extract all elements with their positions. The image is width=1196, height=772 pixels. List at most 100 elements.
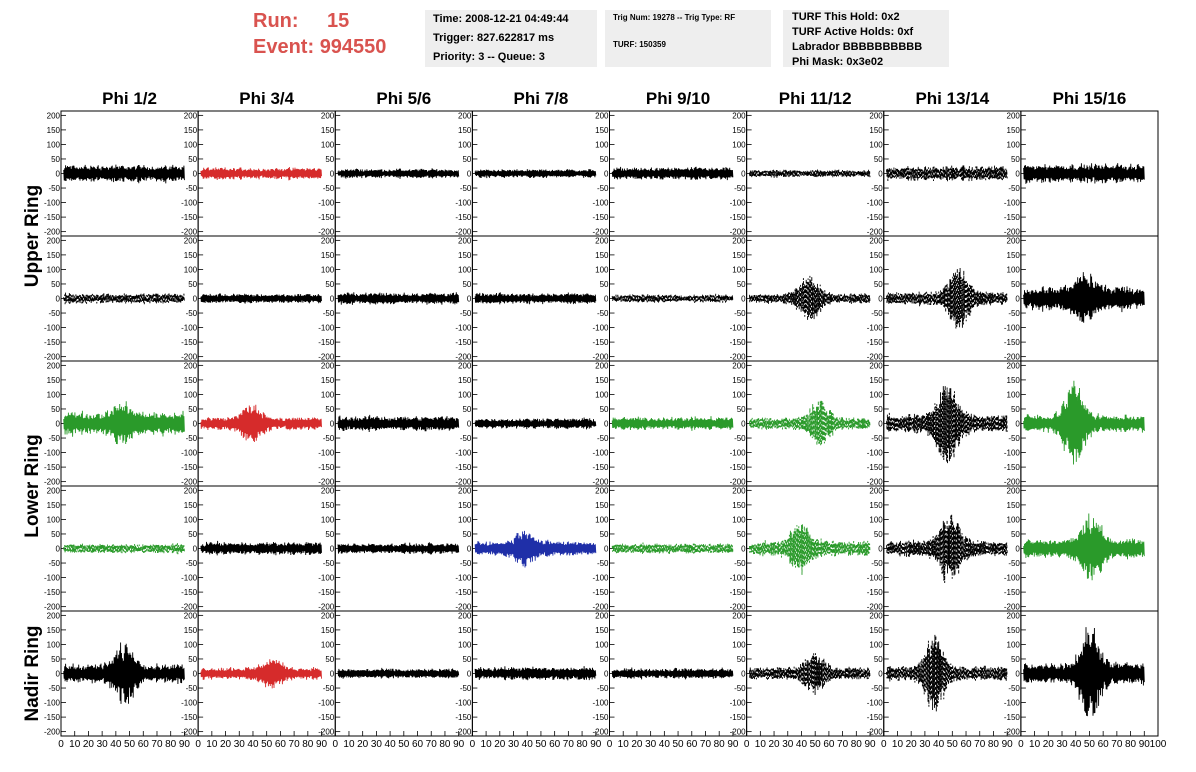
y-tick-label: 50: [737, 280, 746, 289]
y-tick-label: 200: [732, 236, 746, 245]
y-tick-label: 200: [732, 361, 746, 370]
y-tick-label: 0: [878, 670, 883, 679]
waveform-trace-r1-c6: [748, 169, 871, 178]
y-tick-label: 200: [321, 236, 335, 245]
x-tick-label: 60: [686, 739, 698, 750]
y-tick-label: 50: [462, 655, 471, 664]
event-value: 994550: [319, 36, 387, 58]
y-tick-label: 50: [188, 155, 197, 164]
y-tick-label: 100: [47, 140, 61, 149]
y-tick-label: -150: [455, 588, 472, 597]
waveform-trace-r5-c4: [474, 666, 597, 681]
y-tick-label: -50: [871, 559, 883, 568]
x-tick-label: 100: [1150, 739, 1167, 750]
x-tick-label: 0: [332, 739, 338, 750]
y-tick-label: 200: [1007, 236, 1021, 245]
y-tick-label: -100: [592, 699, 609, 708]
y-tick-label: -200: [181, 603, 198, 612]
y-tick-label: -50: [323, 684, 335, 693]
time-info-box: Time: 2008-12-21 04:49:44 Trigger: 827.6…: [425, 10, 597, 67]
y-tick-label: -100: [318, 199, 335, 208]
y-tick-label: 50: [188, 405, 197, 414]
x-tick-label: 20: [220, 739, 232, 750]
y-tick-label: 0: [604, 170, 609, 179]
y-tick-label: 150: [184, 626, 198, 635]
y-tick-label: 0: [1015, 670, 1020, 679]
y-tick-label: 150: [732, 126, 746, 135]
y-tick-label: -100: [44, 574, 61, 583]
y-tick-label: 0: [741, 295, 746, 304]
y-tick-label: -150: [318, 588, 335, 597]
y-tick-label: 50: [1011, 155, 1020, 164]
y-tick-label: -50: [460, 184, 472, 193]
y-tick-label: 100: [184, 390, 198, 399]
y-tick-label: -150: [592, 338, 609, 347]
y-tick-label: 100: [47, 640, 61, 649]
y-tick-label: 200: [321, 611, 335, 620]
y-tick-label: -150: [867, 463, 884, 472]
x-tick-label: 0: [1018, 739, 1024, 750]
waveform-trace-r5-c8: [1023, 627, 1145, 717]
y-tick-label: 0: [467, 295, 472, 304]
x-tick-label: 50: [947, 739, 959, 750]
y-tick-label: -50: [48, 559, 60, 568]
y-tick-label: -100: [867, 574, 884, 583]
x-tick-label: 50: [124, 739, 136, 750]
y-tick-label: -200: [592, 353, 609, 362]
y-tick-label: 100: [595, 140, 609, 149]
y-tick-label: 100: [321, 515, 335, 524]
y-tick-label: -150: [318, 338, 335, 347]
y-tick-label: 150: [458, 376, 472, 385]
y-tick-label: 0: [193, 670, 198, 679]
x-tick-label: 30: [919, 739, 931, 750]
y-tick-label: -50: [186, 309, 198, 318]
x-tick-label: 90: [590, 739, 602, 750]
y-tick-label: 0: [330, 670, 335, 679]
y-tick-label: 100: [1007, 515, 1021, 524]
y-tick-label: 100: [1007, 265, 1021, 274]
y-tick-label: 0: [1015, 545, 1020, 554]
y-tick-label: 50: [51, 405, 60, 414]
y-tick-label: 50: [1011, 530, 1020, 539]
waveform-trace-r2-c3: [337, 292, 460, 305]
y-tick-label: 100: [732, 140, 746, 149]
y-tick-label: 150: [321, 376, 335, 385]
y-tick-label: 150: [869, 501, 883, 510]
y-tick-label: -50: [1008, 684, 1020, 693]
y-tick-label: 200: [321, 486, 335, 495]
y-tick-label: 50: [874, 530, 883, 539]
y-tick-label: -200: [730, 603, 747, 612]
y-tick-label: -100: [455, 449, 472, 458]
y-tick-label: 200: [1007, 361, 1021, 370]
waveform-trace-r1-c4: [474, 169, 597, 179]
waveform-trace-r2-c6: [748, 275, 871, 321]
column-title-2: Phi 3/4: [239, 89, 294, 108]
time-line: Time: 2008-12-21 04:49:44: [433, 13, 569, 25]
y-tick-label: -100: [730, 199, 747, 208]
y-tick-label: 0: [193, 170, 198, 179]
ring-label-3: Nadir Ring: [22, 625, 43, 721]
y-tick-label: 100: [595, 390, 609, 399]
y-tick-label: -50: [48, 684, 60, 693]
x-tick-label: 30: [1056, 739, 1068, 750]
y-tick-label: 200: [47, 236, 61, 245]
y-tick-label: -100: [318, 574, 335, 583]
x-tick-label: 30: [371, 739, 383, 750]
y-tick-label: -200: [867, 603, 884, 612]
y-tick-label: 0: [467, 670, 472, 679]
run-value: 15: [327, 10, 350, 32]
y-tick-label: -100: [181, 199, 198, 208]
y-tick-label: -150: [44, 213, 61, 222]
y-tick-label: 50: [874, 280, 883, 289]
y-tick-label: -200: [181, 728, 198, 737]
y-tick-label: -150: [1004, 713, 1021, 722]
y-tick-label: -150: [181, 213, 198, 222]
y-tick-label: 0: [193, 420, 198, 429]
waveform-trace-r3-c4: [474, 417, 597, 430]
y-tick-label: -100: [1004, 574, 1021, 583]
y-tick-label: -100: [867, 324, 884, 333]
y-tick-label: 200: [458, 111, 472, 120]
waveform-trace-r1-c8: [1023, 163, 1145, 184]
y-tick-label: -200: [867, 353, 884, 362]
